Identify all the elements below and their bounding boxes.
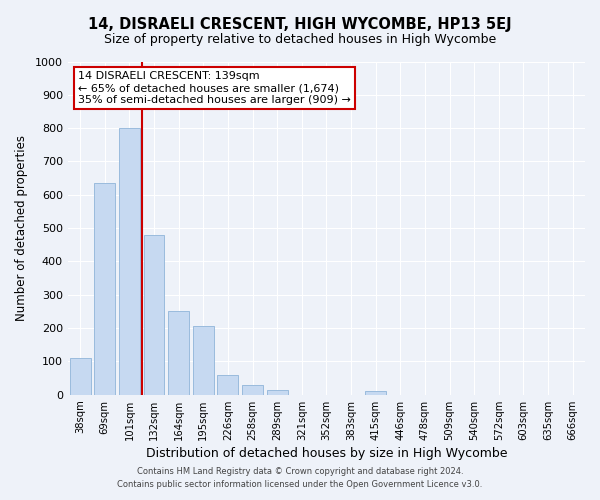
Bar [70,358,91,395]
Bar [119,128,140,395]
Bar [94,183,115,395]
Text: Size of property relative to detached houses in High Wycombe: Size of property relative to detached ho… [104,32,496,46]
Bar [193,326,214,395]
Bar [242,386,263,395]
Bar [217,375,238,395]
Bar [168,312,189,395]
X-axis label: Distribution of detached houses by size in High Wycombe: Distribution of detached houses by size … [146,447,507,460]
Bar [365,392,386,395]
Bar [143,235,164,395]
Bar [266,390,287,395]
Y-axis label: Number of detached properties: Number of detached properties [15,135,28,321]
Text: 14, DISRAELI CRESCENT, HIGH WYCOMBE, HP13 5EJ: 14, DISRAELI CRESCENT, HIGH WYCOMBE, HP1… [88,18,512,32]
Text: 14 DISRAELI CRESCENT: 139sqm
← 65% of detached houses are smaller (1,674)
35% of: 14 DISRAELI CRESCENT: 139sqm ← 65% of de… [78,72,351,104]
Text: Contains HM Land Registry data © Crown copyright and database right 2024.
Contai: Contains HM Land Registry data © Crown c… [118,468,482,489]
